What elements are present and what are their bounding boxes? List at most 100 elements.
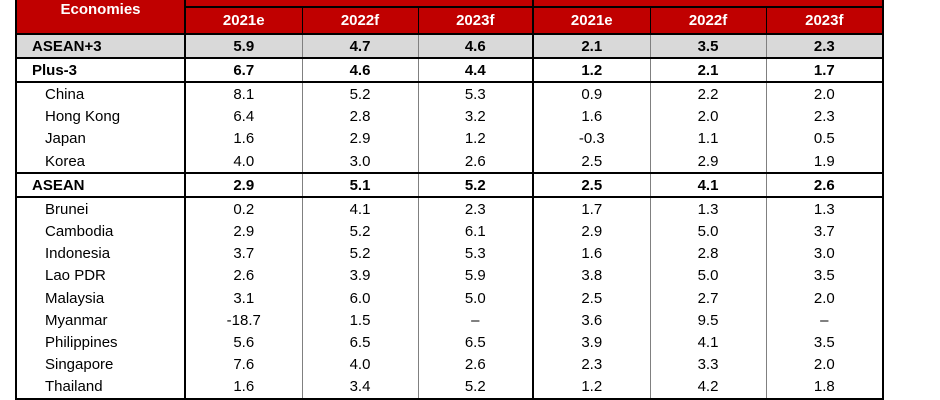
value-cell: 3.3 bbox=[649, 353, 767, 376]
value-cell: 2.9 bbox=[649, 149, 767, 174]
value-cell: 4.6 bbox=[301, 57, 418, 84]
row-label: Brunei bbox=[16, 197, 186, 221]
value-cell: 3.5 bbox=[765, 331, 884, 354]
value-cell: 6.5 bbox=[301, 331, 418, 354]
year-header-2021e-left: 2021e bbox=[184, 7, 302, 35]
value-cell: 4.4 bbox=[417, 57, 534, 84]
value-cell: -0.3 bbox=[532, 127, 651, 150]
row-label: Philippines bbox=[16, 331, 186, 354]
value-cell: 2.3 bbox=[765, 105, 884, 128]
table-row: Lao PDR 2.6 3.9 5.9 3.8 5.0 3.5 bbox=[16, 264, 884, 288]
value-cell: 2.3 bbox=[417, 197, 534, 221]
value-cell: 5.0 bbox=[417, 287, 534, 310]
value-cell: 5.2 bbox=[417, 375, 534, 399]
value-cell: 0.9 bbox=[532, 82, 651, 106]
table-row: Hong Kong 6.4 2.8 3.2 1.6 2.0 2.3 bbox=[16, 105, 884, 128]
value-cell: 2.9 bbox=[184, 172, 302, 199]
value-cell: 5.6 bbox=[184, 331, 302, 354]
value-cell: 3.9 bbox=[301, 264, 418, 288]
value-cell: 1.2 bbox=[532, 375, 651, 399]
value-cell: 2.6 bbox=[765, 172, 884, 199]
value-cell: 4.1 bbox=[649, 172, 767, 199]
table-row: Cambodia 2.9 5.2 6.1 2.9 5.0 3.7 bbox=[16, 220, 884, 243]
value-cell: 2.5 bbox=[532, 149, 651, 174]
value-cell: 5.2 bbox=[417, 172, 534, 199]
table-row: Philippines 5.6 6.5 6.5 3.9 4.1 3.5 bbox=[16, 331, 884, 354]
value-cell: 2.9 bbox=[532, 220, 651, 243]
value-cell: 3.5 bbox=[765, 264, 884, 288]
value-cell: 1.1 bbox=[649, 127, 767, 150]
value-cell: 2.2 bbox=[649, 82, 767, 106]
value-cell: 5.1 bbox=[301, 172, 418, 199]
value-cell: 4.6 bbox=[417, 32, 534, 60]
value-cell: 5.3 bbox=[417, 82, 534, 106]
value-cell: 4.1 bbox=[649, 331, 767, 354]
table-row: Japan 1.6 2.9 1.2 -0.3 1.1 0.5 bbox=[16, 127, 884, 150]
value-cell: 5.0 bbox=[649, 264, 767, 288]
value-cell: 3.7 bbox=[184, 242, 302, 265]
value-cell: 0.2 bbox=[184, 197, 302, 221]
value-cell: -18.7 bbox=[184, 309, 302, 332]
value-cell: 4.0 bbox=[301, 353, 418, 376]
table-row: Myanmar -18.7 1.5–3.6 9.5– bbox=[16, 309, 884, 332]
value-cell: 1.3 bbox=[649, 197, 767, 221]
value-cell: 1.5 bbox=[301, 309, 418, 332]
value-cell: 2.1 bbox=[649, 57, 767, 84]
value-cell: 3.9 bbox=[532, 331, 651, 354]
table-row: ASEAN 2.9 5.1 5.2 2.5 4.1 2.6 bbox=[16, 172, 884, 199]
value-cell: 2.0 bbox=[765, 82, 884, 106]
value-cell: 2.6 bbox=[417, 353, 534, 376]
row-label: Plus-3 bbox=[16, 57, 186, 84]
value-cell: 2.5 bbox=[532, 287, 651, 310]
year-header-2021e-right: 2021e bbox=[532, 7, 651, 35]
value-cell: – bbox=[765, 309, 884, 332]
row-label: ASEAN+3 bbox=[16, 32, 186, 60]
value-cell: 6.7 bbox=[184, 57, 302, 84]
value-cell: 1.2 bbox=[532, 57, 651, 84]
value-cell: 2.8 bbox=[301, 105, 418, 128]
row-label: China bbox=[16, 82, 186, 106]
row-label: Japan bbox=[16, 127, 186, 150]
value-cell: 1.6 bbox=[184, 375, 302, 399]
value-cell: 2.6 bbox=[184, 264, 302, 288]
value-cell: 3.4 bbox=[301, 375, 418, 399]
year-header-2023f-left: 2023f bbox=[417, 7, 534, 35]
value-cell: 0.5 bbox=[765, 127, 884, 150]
value-cell: 2.9 bbox=[184, 220, 302, 243]
value-cell: 5.2 bbox=[301, 220, 418, 243]
table-row: Indonesia 3.7 5.2 5.3 1.6 2.8 3.0 bbox=[16, 242, 884, 265]
year-header-row: 2021e 2022f 2023f 2021e 2022f 2023f bbox=[16, 7, 884, 35]
value-cell: 2.8 bbox=[649, 242, 767, 265]
row-label: Cambodia bbox=[16, 220, 186, 243]
value-cell: 2.9 bbox=[301, 127, 418, 150]
value-cell: 1.8 bbox=[765, 375, 884, 399]
table-row: Malaysia 3.1 6.0 5.0 2.5 2.7 2.0 bbox=[16, 287, 884, 310]
value-cell: 2.5 bbox=[532, 172, 651, 199]
value-cell: 2.3 bbox=[765, 32, 884, 60]
value-cell: 1.6 bbox=[532, 242, 651, 265]
value-cell: 2.0 bbox=[649, 105, 767, 128]
table-row: Brunei 0.2 4.1 2.3 1.7 1.3 1.3 bbox=[16, 197, 884, 221]
row-label: ASEAN bbox=[16, 172, 186, 199]
value-cell: 4.2 bbox=[649, 375, 767, 399]
table-row: Plus-3 6.7 4.6 4.4 1.2 2.1 1.7 bbox=[16, 57, 884, 84]
table-row: China 8.1 5.2 5.3 0.9 2.2 2.0 bbox=[16, 82, 884, 106]
value-cell: 4.7 bbox=[301, 32, 418, 60]
value-cell: 9.5 bbox=[649, 309, 767, 332]
group-header-left bbox=[185, 0, 534, 8]
table-header: Economies 2021e 2022f 2023f 2021e 2022f … bbox=[16, 0, 884, 35]
value-cell: 2.0 bbox=[765, 353, 884, 376]
row-label: Hong Kong bbox=[16, 105, 186, 128]
value-cell: 1.6 bbox=[532, 105, 651, 128]
row-label: Singapore bbox=[16, 353, 186, 376]
row-label: Malaysia bbox=[16, 287, 186, 310]
year-header-2023f-right: 2023f bbox=[765, 7, 884, 35]
value-cell: 3.8 bbox=[532, 264, 651, 288]
value-cell: 2.6 bbox=[417, 149, 534, 174]
row-label: Thailand bbox=[16, 375, 186, 399]
value-cell: 6.5 bbox=[417, 331, 534, 354]
value-cell: 1.7 bbox=[532, 197, 651, 221]
value-cell: – bbox=[417, 309, 534, 332]
value-cell: 6.0 bbox=[301, 287, 418, 310]
